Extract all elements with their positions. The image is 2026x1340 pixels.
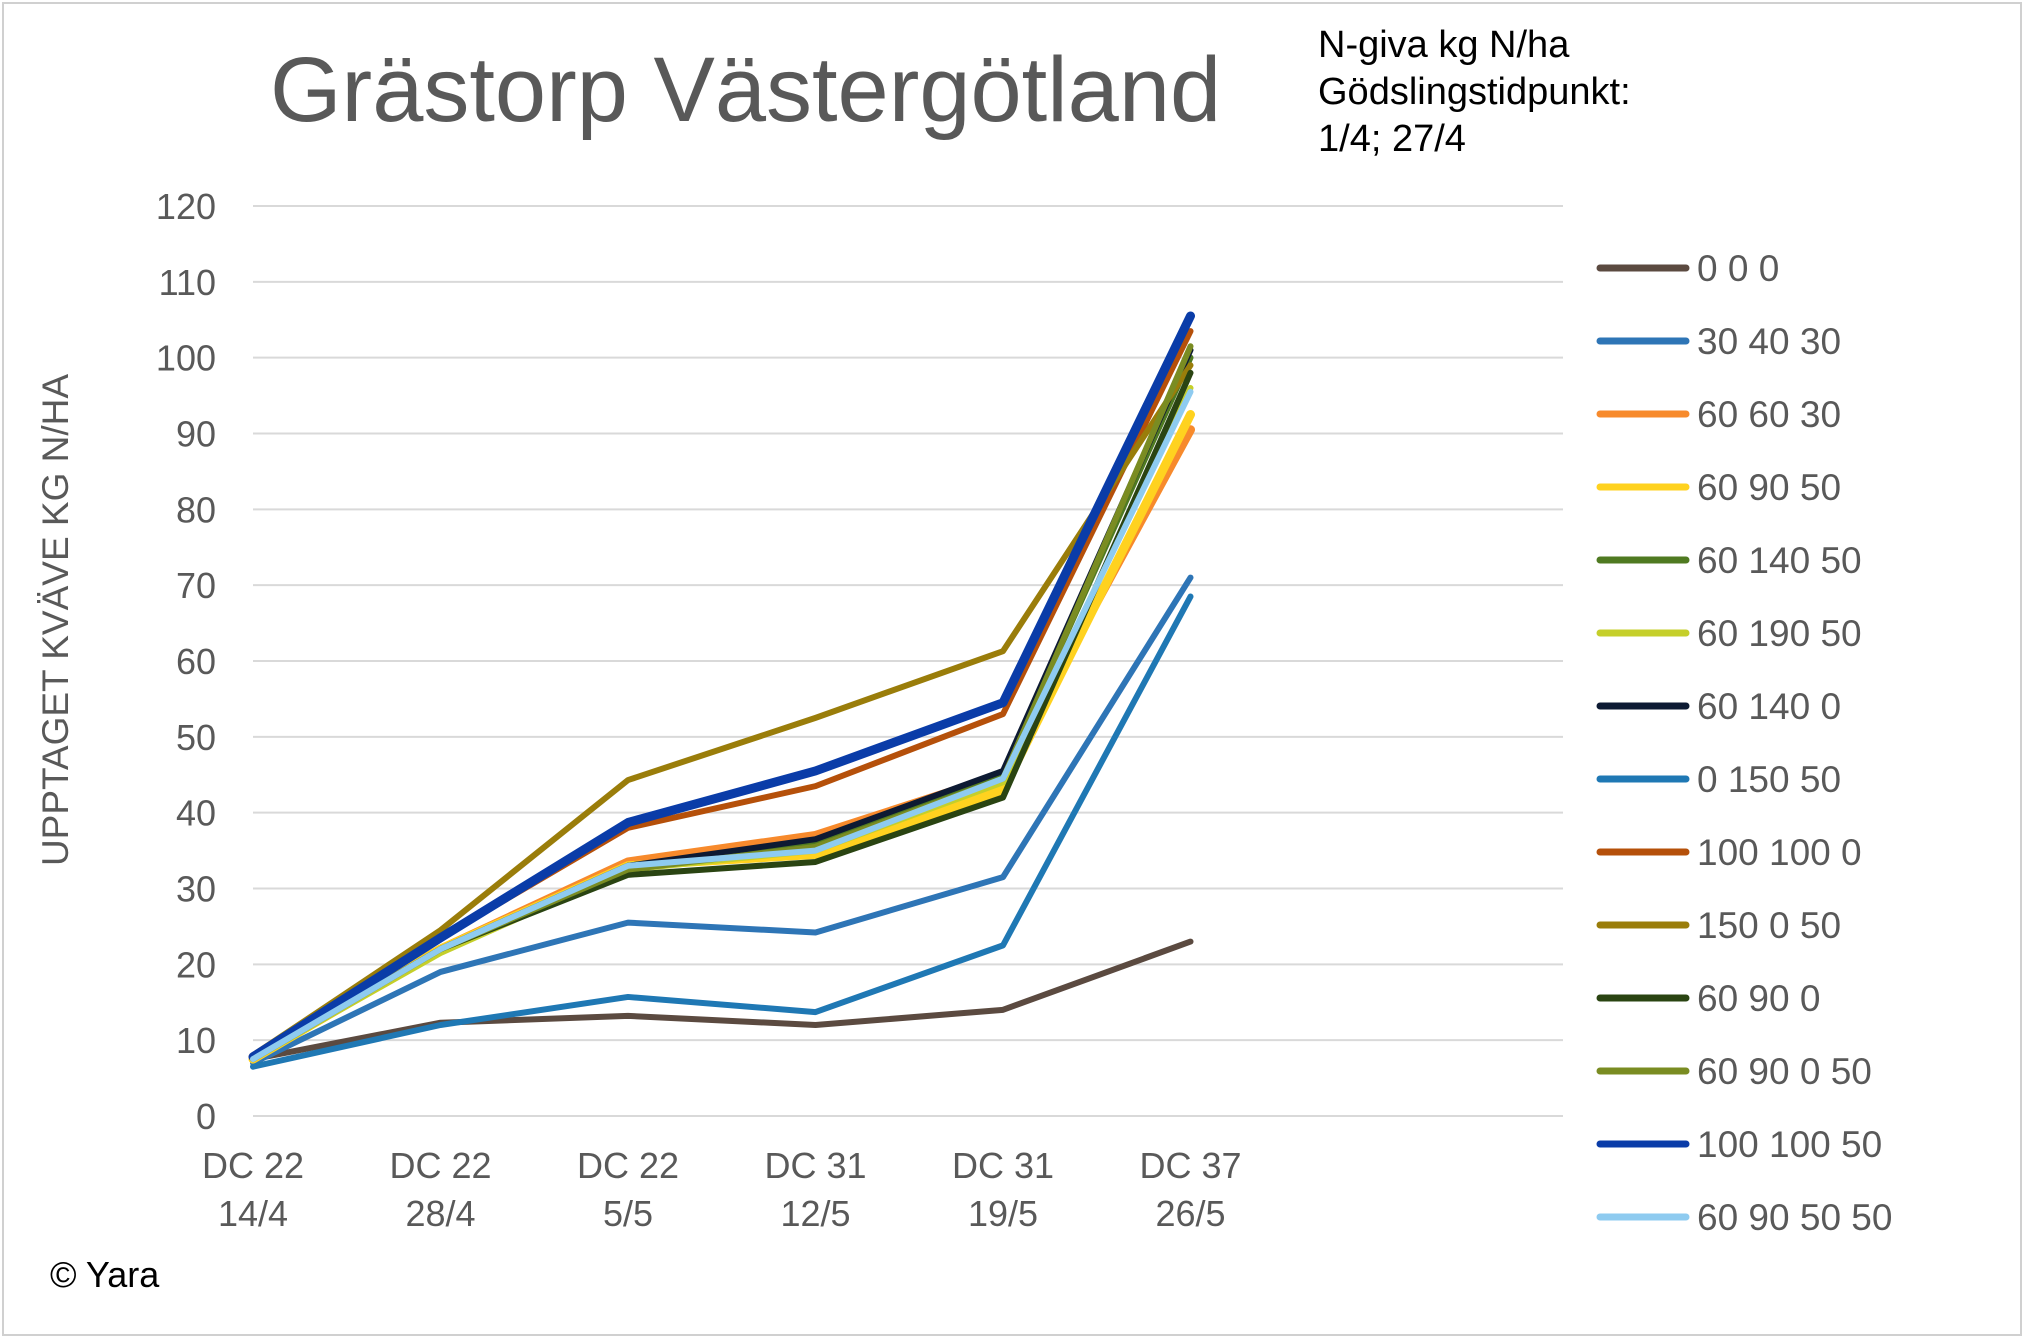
- annotation-line-3: 1/4; 27/4: [1318, 118, 1466, 160]
- legend-label: 0 150 50: [1697, 759, 1841, 800]
- x-tick-label: DC 22: [202, 1145, 304, 1186]
- legend-label: 60 140 0: [1697, 686, 1841, 727]
- chart-title: Grästorp Västergötland: [270, 39, 1222, 141]
- series-line-60-90-50-50: [250, 388, 1194, 1063]
- y-tick-label: 90: [176, 414, 216, 455]
- y-tick-label: 10: [176, 1020, 216, 1061]
- y-axis-ticks: 0 10 20 30 40 50 60 70 80 90 100 110 120: [156, 186, 216, 1137]
- y-axis-label: UPPTAGET KVÄVE KG N/HA: [35, 374, 76, 866]
- legend-label: 60 90 50: [1697, 467, 1841, 508]
- y-tick-label: 40: [176, 793, 216, 834]
- x-tick-label: DC 31: [952, 1145, 1054, 1186]
- legend: 0 0 0 30 40 30 60 60 30 60 90 50 60 140 50 60…: [1596, 248, 1892, 1238]
- legend-label: 60 90 0 50: [1697, 1051, 1872, 1092]
- y-tick-label: 80: [176, 489, 216, 530]
- series-line-150-0-50: [250, 362, 1194, 1059]
- y-tick-label: 100: [156, 338, 216, 379]
- series-line-0-0-0: [250, 938, 1194, 1063]
- legend-label: 30 40 30: [1697, 321, 1841, 362]
- series-line-60-90-0: [250, 369, 1194, 1063]
- legend-label: 150 0 50: [1697, 905, 1841, 946]
- x-tick-label: 14/4: [218, 1193, 288, 1234]
- legend-label: 60 60 30: [1697, 394, 1841, 435]
- x-tick-label: 19/5: [968, 1193, 1038, 1234]
- gridlines: [253, 205, 1563, 1117]
- x-tick-label: 5/5: [603, 1193, 653, 1234]
- legend-label: 100 100 0: [1697, 832, 1862, 873]
- y-tick-label: 30: [176, 869, 216, 910]
- legend-label: 60 190 50: [1697, 613, 1862, 654]
- x-tick-label: 26/5: [1155, 1193, 1225, 1234]
- legend-label: 60 90 50 50: [1697, 1197, 1892, 1238]
- y-tick-label: 50: [176, 717, 216, 758]
- series-line-0-150-50: [250, 593, 1194, 1070]
- x-tick-label: 28/4: [405, 1193, 475, 1234]
- annotation-line-1: N-giva kg N/ha: [1318, 24, 1570, 66]
- legend-label: 60 90 0: [1697, 978, 1820, 1019]
- legend-label: 0 0 0: [1697, 248, 1779, 289]
- y-tick-label: 70: [176, 565, 216, 606]
- x-tick-label: DC 31: [764, 1145, 866, 1186]
- annotation-line-2: Gödslingstidpunkt:: [1318, 71, 1631, 113]
- x-tick-label: DC 22: [577, 1145, 679, 1186]
- legend-label: 60 140 50: [1697, 540, 1862, 581]
- series-lines: [248, 311, 1195, 1070]
- y-tick-label: 0: [196, 1096, 216, 1137]
- x-tick-label: DC 37: [1139, 1145, 1241, 1186]
- y-tick-label: 120: [156, 186, 216, 227]
- x-tick-label: DC 22: [389, 1145, 491, 1186]
- x-tick-label: 12/5: [780, 1193, 850, 1234]
- x-axis-ticks: DC 22 14/4 DC 22 28/4 DC 22 5/5 DC 31 12/5 DC 31…: [202, 1145, 1242, 1234]
- y-tick-label: 20: [176, 944, 216, 985]
- copyright-text: © Yara: [50, 1254, 160, 1295]
- y-tick-label: 60: [176, 641, 216, 682]
- series-line-100-100-50: [248, 311, 1195, 1062]
- legend-label: 100 100 50: [1697, 1124, 1882, 1165]
- series-line-60-140-50: [250, 354, 1194, 1062]
- chart-annotation: N-giva kg N/ha Gödslingstidpunkt: 1/4; 2…: [1318, 22, 1631, 163]
- y-tick-label: 110: [159, 262, 216, 303]
- series-line-30-40-30: [250, 574, 1194, 1066]
